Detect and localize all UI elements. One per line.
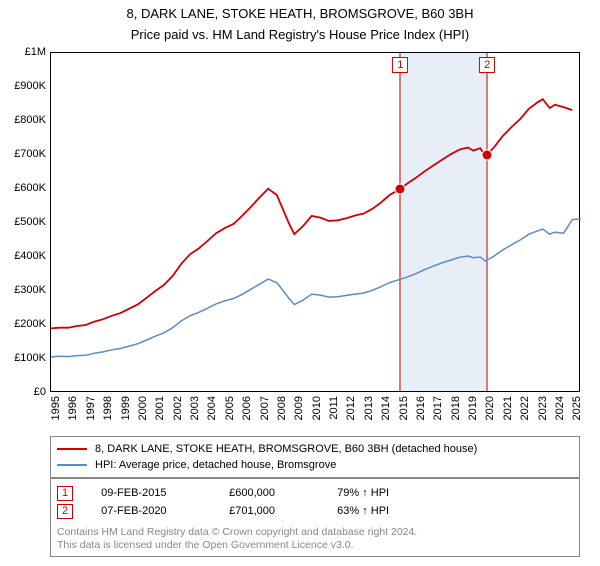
- x-axis-label: 2024: [554, 396, 566, 420]
- event-pct-2: 63% ↑ HPI: [337, 502, 457, 520]
- x-axis-label: 2022: [519, 396, 531, 420]
- x-axis-label: 2013: [363, 396, 375, 420]
- legend-row-blue: HPI: Average price, detached house, Brom…: [57, 457, 573, 473]
- x-axis-label: 2020: [484, 396, 496, 420]
- x-axis-label: 2017: [432, 396, 444, 420]
- x-axis-label: 2011: [328, 396, 340, 420]
- x-axis-label: 2007: [259, 396, 271, 420]
- y-axis-label: £700K: [14, 148, 46, 160]
- y-axis-label: £400K: [14, 250, 46, 262]
- event-row-2: 2 07-FEB-2020 £701,000 63% ↑ HPI: [57, 502, 573, 520]
- legend-label-blue: HPI: Average price, detached house, Brom…: [95, 457, 336, 473]
- x-axis-label: 2023: [537, 396, 549, 420]
- chart: 1 2 £0£100K£200K£300K£400K£500K£600K£700…: [50, 52, 580, 422]
- y-axis-label: £200K: [14, 318, 46, 330]
- x-axis-label: 2002: [172, 396, 184, 420]
- y-axis-label: £100K: [14, 352, 46, 364]
- y-axis-label: £900K: [14, 80, 46, 92]
- x-axis-label: 2014: [380, 396, 392, 420]
- x-axis-label: 1999: [120, 396, 132, 420]
- title-line-1: 8, DARK LANE, STOKE HEATH, BROMSGROVE, B…: [0, 6, 600, 21]
- x-axis-label: 1997: [85, 396, 97, 420]
- credits-line-1: Contains HM Land Registry data © Crown c…: [57, 526, 573, 539]
- y-axis-label: £500K: [14, 216, 46, 228]
- x-axis-label: 2001: [154, 396, 166, 420]
- x-axis-label: 2019: [467, 396, 479, 420]
- legend-row-red: 8, DARK LANE, STOKE HEATH, BROMSGROVE, B…: [57, 441, 573, 457]
- x-axis-label: 2005: [224, 396, 236, 420]
- y-axis-label: £600K: [14, 182, 46, 194]
- legend: 8, DARK LANE, STOKE HEATH, BROMSGROVE, B…: [50, 436, 580, 478]
- legend-label-red: 8, DARK LANE, STOKE HEATH, BROMSGROVE, B…: [95, 441, 477, 457]
- event-date-2: 07-FEB-2020: [101, 502, 201, 520]
- swatch-red: [57, 448, 87, 450]
- event-price-2: £701,000: [229, 502, 309, 520]
- x-axis-label: 2010: [311, 396, 323, 420]
- credits-line-2: This data is licensed under the Open Gov…: [57, 539, 573, 552]
- event-date-1: 09-FEB-2015: [101, 484, 201, 502]
- x-axis-label: 2000: [137, 396, 149, 420]
- event-price-1: £600,000: [229, 484, 309, 502]
- event-badge-1: 1: [57, 486, 73, 501]
- credits: Contains HM Land Registry data © Crown c…: [57, 526, 573, 552]
- event-row-1: 1 09-FEB-2015 £600,000 79% ↑ HPI: [57, 484, 573, 502]
- x-axis-label: 2025: [571, 396, 583, 420]
- line-svg: [51, 53, 581, 393]
- plot-area: 1 2: [50, 52, 580, 392]
- x-axis-label: 2016: [415, 396, 427, 420]
- x-axis-label: 1998: [102, 396, 114, 420]
- x-axis-label: 1996: [67, 396, 79, 420]
- y-axis-label: £0: [34, 386, 46, 398]
- event-dot-1: [395, 184, 406, 195]
- x-axis-label: 2008: [276, 396, 288, 420]
- swatch-blue: [57, 464, 87, 466]
- events-box: 1 09-FEB-2015 £600,000 79% ↑ HPI 2 07-FE…: [50, 478, 580, 557]
- title-line-2: Price paid vs. HM Land Registry's House …: [0, 27, 600, 42]
- x-axis-label: 2006: [241, 396, 253, 420]
- x-axis-label: 2012: [345, 396, 357, 420]
- y-axis-label: £1M: [25, 46, 46, 58]
- x-axis-label: 2009: [293, 396, 305, 420]
- x-axis-label: 2003: [189, 396, 201, 420]
- x-axis-label: 2018: [450, 396, 462, 420]
- x-axis-label: 2015: [398, 396, 410, 420]
- event-badge-2: 2: [57, 504, 73, 519]
- y-axis-label: £800K: [14, 114, 46, 126]
- event-pct-1: 79% ↑ HPI: [337, 484, 457, 502]
- x-axis-label: 1995: [50, 396, 62, 420]
- y-axis-label: £300K: [14, 284, 46, 296]
- series-blue: [51, 219, 581, 357]
- x-axis-label: 2021: [502, 396, 514, 420]
- event-dot-2: [482, 149, 493, 160]
- x-axis-label: 2004: [206, 396, 218, 420]
